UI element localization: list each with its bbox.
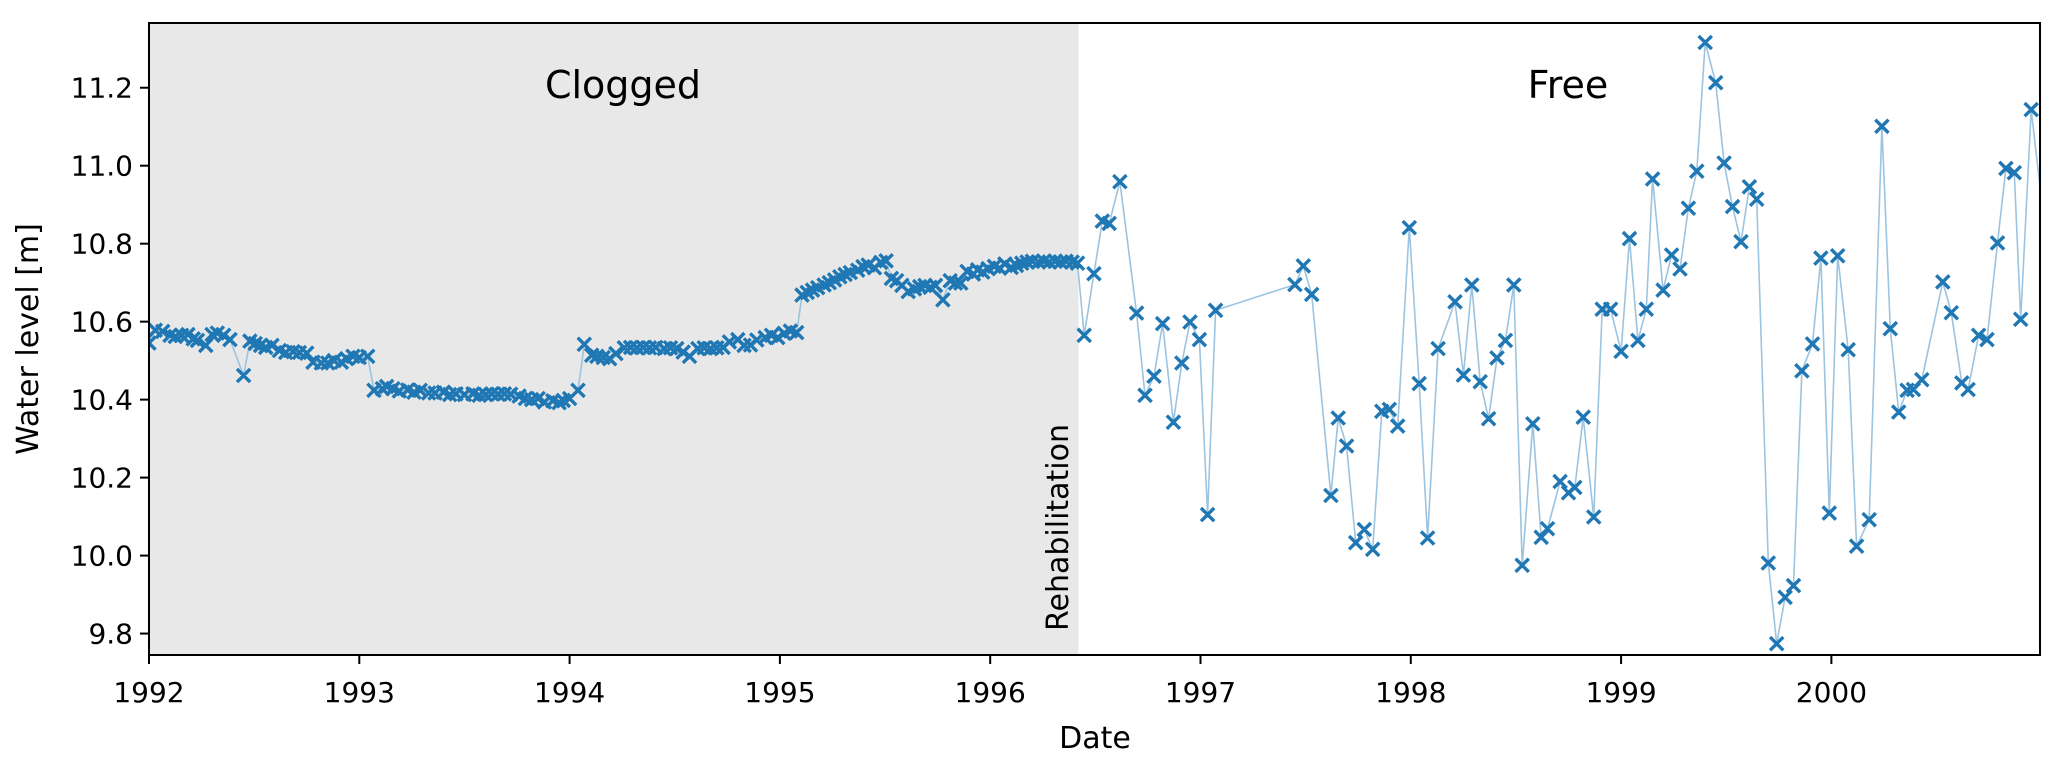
y-axis-label: Water level [m] <box>11 223 46 455</box>
x-tick-label: 1992 <box>113 676 184 709</box>
axis-ticks: 1992 1993 1994 1995 1996 1997 1998 1999 2000 9.8 1… <box>71 72 1867 709</box>
x-tick-label: 2000 <box>1796 676 1867 709</box>
x-tick-label: 1996 <box>955 676 1026 709</box>
y-tick-label: 11.0 <box>71 150 133 183</box>
y-tick-label: 10.4 <box>71 384 133 417</box>
clogged-region-shade <box>149 23 1079 655</box>
x-tick-label: 1993 <box>324 676 395 709</box>
x-tick-label: 1997 <box>1165 676 1236 709</box>
data-series-water-level <box>149 34 2040 652</box>
y-tick-label: 9.8 <box>88 618 133 651</box>
x-tick-label: 1999 <box>1585 676 1656 709</box>
y-tick-label: 10.8 <box>71 228 133 261</box>
plot-frame <box>148 22 2041 656</box>
free-region-title: Free <box>1528 63 1609 107</box>
clogged-region-title: Clogged <box>545 63 701 107</box>
x-tick-label: 1998 <box>1375 676 1446 709</box>
y-tick-label: 11.2 <box>71 72 133 105</box>
y-tick-label: 10.0 <box>71 540 133 573</box>
x-axis-label: Date <box>1059 721 1131 756</box>
series-x-markers <box>149 34 2040 652</box>
y-tick-label: 10.2 <box>71 462 133 495</box>
rehabilitation-annotation: Rehabilitation <box>1041 424 1076 631</box>
y-tick-label: 10.6 <box>71 306 133 339</box>
x-tick-label: 1995 <box>744 676 815 709</box>
x-tick-label: 1994 <box>534 676 605 709</box>
